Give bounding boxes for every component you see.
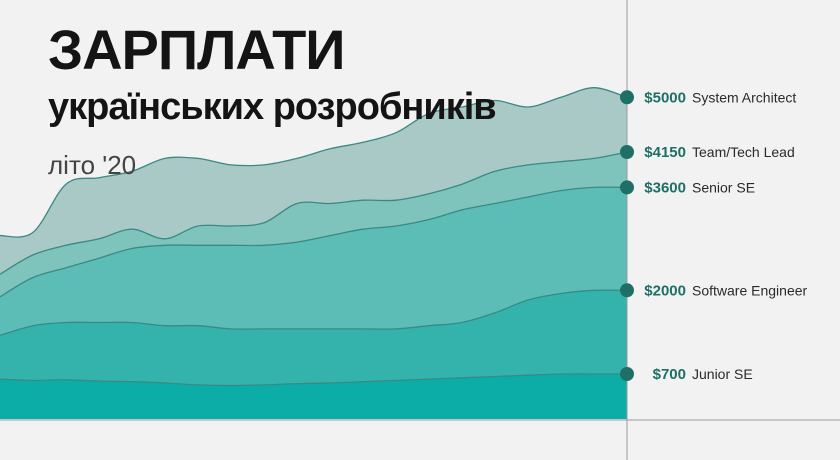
value-label-team-tech-lead: $4150 [644,144,686,161]
series-label-system-architect: System Architect [692,89,796,105]
chart-subtitle: українських розробників [48,86,497,128]
value-label-system-architect: $5000 [644,89,686,106]
marker-junior-se [620,367,634,381]
marker-senior-se [620,180,634,195]
chart-areas [0,87,628,419]
series-label-software-engineer: Software Engineer [692,282,808,298]
value-label-junior-se: $700 [653,366,686,383]
chart-title: ЗАРПЛАТИ [48,18,346,81]
value-label-software-engineer: $2000 [644,282,686,299]
line-team-tech-lead [0,151,628,275]
series-labels: $700 Junior SE $2000 Software Engineer $3600… [644,89,807,383]
value-label-senior-se: $3600 [644,179,686,196]
line-system-architect [0,87,628,238]
marker-team-tech-lead [620,145,634,159]
area-junior-se [0,373,627,419]
marker-software-engineer [620,283,634,298]
series-label-team-tech-lead: Team/Tech Lead [692,144,795,160]
line-junior-se [0,373,628,387]
line-software-engineer [0,289,628,337]
series-end-markers [620,90,634,381]
line-senior-se [0,186,628,298]
chart-season: літо '20 [48,150,137,180]
series-label-junior-se: Junior SE [692,366,753,382]
marker-system-architect [620,90,634,105]
series-label-senior-se: Senior SE [692,179,755,195]
